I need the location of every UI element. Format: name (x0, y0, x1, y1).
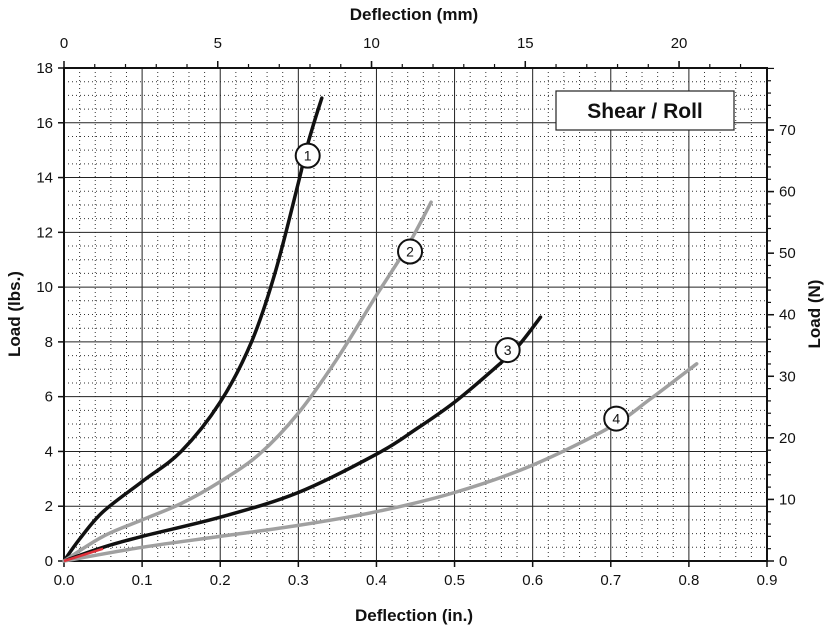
x2-tick-label: 5 (214, 35, 222, 52)
x-tick-label: 0.3 (288, 572, 309, 589)
plot-frame (63, 67, 768, 562)
tick-labels: 0.0 0.1 0.2 0.3 0.4 0.5 0.6 0.7 0.8 0.90246810121… (36, 35, 795, 589)
origin-mark (63, 547, 104, 563)
y2-tick-label: 30 (779, 368, 796, 385)
y-tick-label: 2 (45, 498, 53, 515)
series-3-line (62, 315, 543, 563)
y-tick-label: 14 (36, 170, 53, 187)
x-tick-label: 0.4 (366, 572, 387, 589)
x-tick-label: 0.8 (678, 572, 699, 589)
y-tick-label: 12 (36, 224, 53, 241)
curve-badge-4 (603, 405, 630, 432)
y2-tick-label: 40 (779, 307, 796, 324)
right-y-axis-title: Load (N) (805, 280, 824, 349)
curve-badge-3 (494, 337, 521, 364)
top-x-axis-title: Deflection (mm) (350, 5, 478, 24)
y2-tick-label: 10 (779, 491, 796, 508)
curve-badge-label-3: 3 (504, 342, 512, 358)
chart-title: Shear / Roll (587, 100, 703, 123)
series-2-line (62, 200, 433, 563)
y-tick-label: 0 (45, 553, 53, 570)
minor-grid (64, 68, 767, 561)
y-tick-label: 6 (45, 389, 53, 406)
bottom-x-axis-title: Deflection (in.) (355, 606, 473, 625)
y2-tick-label: 0 (779, 553, 787, 570)
left-y-axis-title: Load (lbs.) (5, 271, 24, 357)
x2-tick-label: 15 (517, 35, 534, 52)
x-tick-label: 0.6 (522, 572, 543, 589)
axis-ticks (58, 61, 774, 567)
y2-tick-label: 60 (779, 184, 796, 201)
y2-tick-label: 50 (779, 245, 796, 262)
curve-badge-label-1: 1 (304, 148, 312, 164)
y2-tick-label: 20 (779, 430, 796, 447)
major-grid (64, 68, 767, 561)
x2-tick-label: 0 (60, 35, 68, 52)
series-layer (62, 96, 699, 563)
x2-tick-label: 10 (363, 35, 380, 52)
x-tick-label: 0.1 (132, 572, 153, 589)
curve-badge-2 (397, 238, 424, 265)
series-1-line (62, 96, 324, 563)
chart-title-box: Shear / Roll (555, 90, 735, 131)
x-tick-label: 0.5 (444, 572, 465, 589)
x-tick-label: 0.0 (54, 572, 75, 589)
curve-badge-label-4: 4 (612, 411, 620, 427)
y2-tick-label: 70 (779, 122, 796, 139)
curve-labels: 1 2 3 4 (294, 142, 630, 432)
curve-badge-1 (294, 142, 321, 169)
y-tick-label: 4 (45, 443, 53, 460)
x2-tick-label: 20 (671, 35, 688, 52)
y-tick-label: 18 (36, 60, 53, 77)
x-tick-label: 0.7 (600, 572, 621, 589)
x-tick-label: 0.2 (210, 572, 231, 589)
curve-badge-label-2: 2 (406, 244, 414, 260)
y-tick-label: 16 (36, 115, 53, 132)
x-tick-label: 0.9 (757, 572, 778, 589)
y-tick-label: 10 (36, 279, 53, 296)
y-tick-label: 8 (45, 334, 53, 351)
